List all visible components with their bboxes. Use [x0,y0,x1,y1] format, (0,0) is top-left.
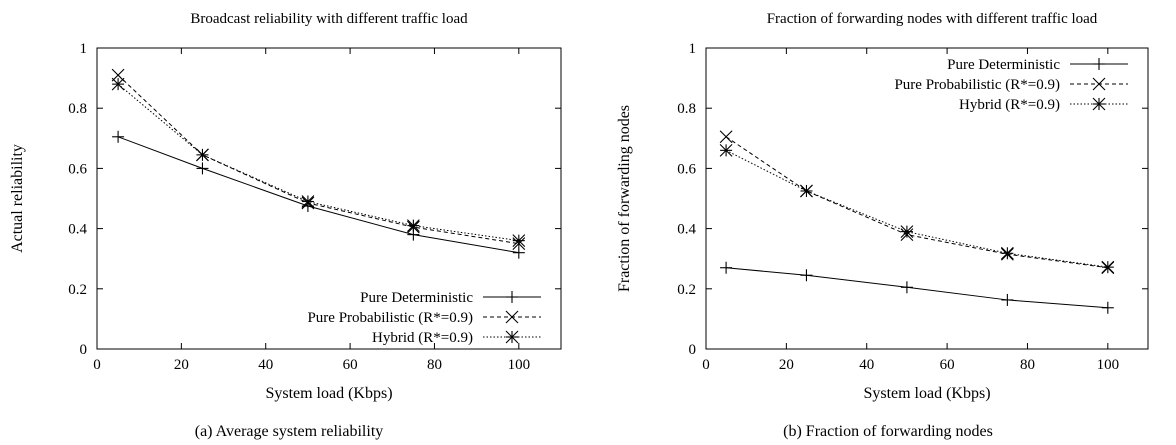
data-point [111,77,125,91]
data-point [1101,260,1115,274]
plot-frame [705,47,1149,350]
legend-marker [505,330,519,344]
y-tick-label: 1 [80,41,88,57]
x-tick-label: 40 [859,357,874,373]
legend-marker [506,291,518,303]
legend-marker [1092,97,1106,111]
data-point [800,269,813,282]
y-tick-label: 0.2 [677,282,696,298]
data-point [512,246,525,259]
series-line-2 [725,149,1108,268]
chart-caption: (a) Average system reliability [195,423,384,440]
y-tick-label: 0 [689,342,697,358]
data-point [900,281,913,294]
y-tick-label: 0.4 [677,222,696,238]
legend-label: Hybrid (R*=0.9) [959,97,1060,113]
data-point [196,162,209,175]
chart-title: Fraction of forwarding nodes with differ… [767,11,1098,27]
y-tick-label: 0.2 [68,282,87,298]
series-line-0 [117,136,519,254]
data-point [1000,246,1014,260]
data-point [800,184,813,198]
reliability-chart: Broadcast reliability with different tra… [9,11,562,440]
legend-label: Pure Deterministic [947,57,1060,73]
data-point [719,130,733,144]
legend-marker [1093,58,1105,70]
x-axis-label: System load (Kbps) [863,385,990,402]
y-tick-label: 0.4 [68,222,87,238]
data-point [112,130,125,143]
x-tick-label: 60 [940,357,955,373]
series-line-0 [726,267,1108,309]
legend-marker [1092,77,1106,91]
x-tick-label: 0 [93,357,101,373]
y-axis-label: Fraction of forwarding nodes [616,105,633,292]
plot-frame [96,47,562,350]
x-tick-label: 80 [1020,357,1035,373]
y-tick-label: 0 [80,342,88,358]
legend-label: Pure Probabilistic (R*=0.9) [307,310,473,326]
chart-title: Broadcast reliability with different tra… [190,11,468,27]
y-tick-label: 1 [689,41,697,57]
x-tick-label: 0 [702,357,710,373]
y-tick-label: 0.6 [677,161,696,177]
legend-label: Pure Deterministic [360,290,473,306]
data-point [900,225,914,238]
data-point [301,195,315,208]
legend-label: Pure Probabilistic (R*=0.9) [894,77,1060,93]
legend-marker [505,310,519,324]
x-tick-label: 100 [1097,357,1120,373]
y-axis-label: Actual reliability [9,144,26,253]
y-tick-label: 0.8 [68,101,87,117]
data-point [512,234,526,248]
data-point [406,219,420,232]
panel-forwarding: Fraction of forwarding nodes with differ… [588,0,1176,445]
x-axis-label: System load (Kbps) [265,385,392,402]
data-point [719,143,733,157]
series-line-2 [117,83,519,242]
series-line-1 [725,136,1108,269]
y-tick-label: 0.8 [677,101,696,117]
data-point [1001,293,1014,306]
data-point [720,261,733,274]
panel-reliability: Broadcast reliability with different tra… [9,11,562,440]
x-tick-label: 60 [343,357,358,373]
forwarding-chart: Fraction of forwarding nodes with differ… [616,11,1149,440]
x-tick-label: 20 [174,357,189,373]
chart-caption: (b) Fraction of forwarding nodes [783,423,993,440]
x-tick-label: 80 [427,357,442,373]
data-point [111,68,125,82]
y-tick-label: 0.6 [68,161,87,177]
legend-label: Hybrid (R*=0.9) [372,330,473,346]
x-tick-label: 40 [258,357,273,373]
x-tick-label: 100 [508,357,531,373]
data-point [1101,301,1114,314]
x-tick-label: 20 [779,357,794,373]
data-point [196,148,209,162]
